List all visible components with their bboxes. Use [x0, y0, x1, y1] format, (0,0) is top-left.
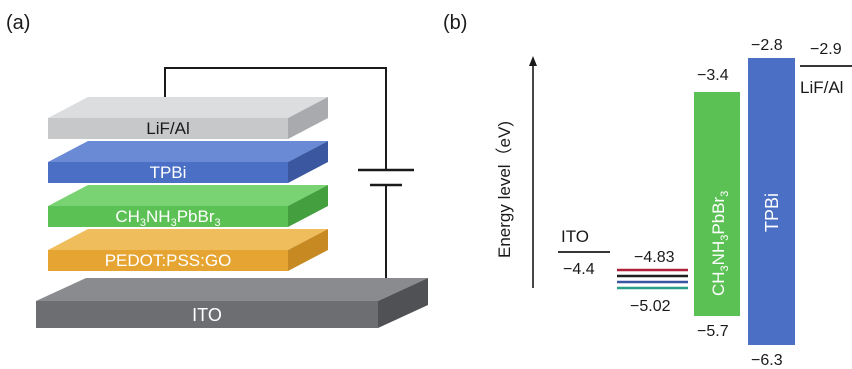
pedot-level-lines: [617, 268, 688, 290]
panel-b-label: (b): [443, 12, 467, 34]
lifal-level-value: −2.9: [810, 41, 842, 58]
perovskite-band-label: CH3NH3PbBr3: [709, 191, 731, 296]
energy-axis: [529, 56, 537, 288]
layer-tpbi-label: TPBi: [150, 163, 187, 182]
tpbi-top-value: −2.8: [751, 37, 783, 54]
layer-ito-label: ITO: [192, 305, 222, 325]
layer-perovskite: CH3NH3PbBr3: [48, 185, 328, 229]
layer-pedot-label: PEDOT:PSS:GO: [105, 251, 232, 270]
layer-perovskite-label: CH3NH3PbBr3: [115, 207, 220, 229]
pedot-bottom-value: −5.02: [630, 298, 671, 315]
layer-ito: ITO: [36, 278, 428, 328]
layer-tpbi: TPBi: [48, 141, 328, 183]
circuit-wire: [164, 67, 387, 278]
perovskite-band-bar: [694, 92, 740, 316]
tpbi-band-bar: [748, 58, 795, 345]
panel-a-label: (a): [6, 12, 30, 34]
ito-label: ITO: [561, 227, 589, 246]
tpbi-band-label: TPBi: [762, 193, 782, 232]
layer-lifal: LiF/Al: [48, 97, 328, 139]
layer-lifal-label: LiF/Al: [146, 119, 189, 138]
energy-axis-label: Energy level（eV): [495, 121, 514, 258]
layer-pedot: PEDOT:PSS:GO: [48, 229, 328, 271]
tpbi-bottom-value: −6.3: [751, 352, 783, 369]
battery-icon: [358, 168, 414, 187]
perovskite-bottom-value: −5.7: [697, 323, 729, 340]
lifal-label: LiF/Al: [800, 78, 843, 97]
ito-level-value: −4.4: [563, 261, 595, 278]
pedot-top-value: −4.83: [634, 249, 675, 266]
axis-arrow-icon: [529, 56, 537, 66]
perovskite-top-value: −3.4: [697, 67, 729, 84]
